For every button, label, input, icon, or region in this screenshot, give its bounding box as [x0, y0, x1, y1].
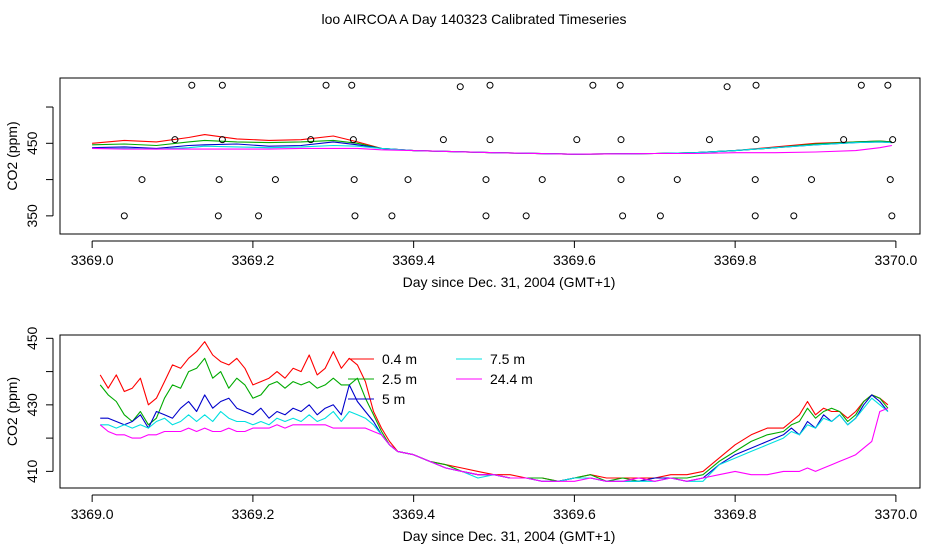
data-point — [673, 176, 681, 184]
data-point — [348, 81, 356, 89]
data-point — [619, 212, 627, 220]
data-point — [573, 136, 581, 144]
data-point — [215, 176, 223, 184]
data-point — [884, 81, 892, 89]
data-point — [752, 81, 760, 89]
data-point — [807, 176, 815, 184]
data-point — [538, 176, 546, 184]
series-line-24-4-m — [99, 407, 889, 482]
y-axis-title: CO2 (ppm) — [4, 377, 20, 446]
data-point — [522, 212, 530, 220]
data-point — [322, 81, 330, 89]
data-point — [255, 212, 263, 220]
y-tick-label: 450 — [24, 326, 40, 350]
x-tick-label: 3369.6 — [553, 506, 596, 522]
data-point — [456, 83, 464, 91]
data-point — [656, 212, 664, 220]
data-point — [723, 83, 731, 91]
data-point — [214, 212, 222, 220]
x-tick-label: 3369.0 — [71, 506, 114, 522]
x-tick-label: 3369.8 — [714, 506, 757, 522]
data-point — [840, 136, 848, 144]
data-point — [705, 136, 713, 144]
x-axis-title: Day since Dec. 31, 2004 (GMT+1) — [403, 274, 616, 290]
data-point — [752, 136, 760, 144]
data-point — [120, 212, 128, 220]
x-tick-label: 3369.6 — [553, 252, 596, 268]
legend-label: 0.4 m — [382, 351, 417, 367]
legend-label: 7.5 m — [490, 351, 525, 367]
x-tick-label: 3369.2 — [231, 252, 274, 268]
data-point — [218, 136, 226, 144]
data-point — [482, 212, 490, 220]
series-line-4 — [92, 144, 892, 155]
data-point — [218, 81, 226, 89]
data-point — [617, 136, 625, 144]
legend-label: 2.5 m — [382, 371, 417, 387]
data-point — [138, 176, 146, 184]
x-tick-label: 3369.4 — [392, 252, 435, 268]
data-point — [171, 136, 179, 144]
data-point — [482, 176, 490, 184]
data-point — [888, 212, 896, 220]
data-point — [188, 81, 196, 89]
y-tick-label: 430 — [24, 393, 40, 417]
data-point — [388, 212, 396, 220]
data-point — [349, 136, 357, 144]
data-point — [486, 136, 494, 144]
x-tick-label: 3370.0 — [874, 506, 917, 522]
data-point — [886, 176, 894, 184]
data-point — [350, 176, 358, 184]
legend-label: 24.4 m — [490, 371, 533, 387]
x-tick-label: 3369.8 — [714, 252, 757, 268]
y-tick-label: 410 — [24, 459, 40, 483]
data-point — [307, 136, 315, 144]
y-tick-label: 350 — [24, 204, 40, 228]
data-point — [486, 81, 494, 89]
data-point — [351, 212, 359, 220]
bottom-chart: 3369.0 3369.2 3369.4 3369.6 3369.8 3370.0 Day … — [4, 326, 921, 544]
data-point — [751, 212, 759, 220]
y-axis-title: CO2 (ppm) — [4, 121, 20, 190]
data-point — [616, 81, 624, 89]
data-point — [271, 176, 279, 184]
x-tick-label: 3369.4 — [392, 506, 435, 522]
x-tick-label: 3370.0 — [874, 252, 917, 268]
data-point — [751, 176, 759, 184]
legend-label: 5 m — [382, 391, 405, 407]
data-point — [439, 136, 447, 144]
top-chart: 3369.0 3369.2 3369.4 3369.6 3369.8 3370.0 Day … — [4, 77, 921, 290]
x-tick-label: 3369.2 — [231, 506, 274, 522]
data-point — [790, 212, 798, 220]
data-point — [889, 136, 897, 144]
plot-frame — [59, 334, 921, 489]
x-axis-title: Day since Dec. 31, 2004 (GMT+1) — [403, 528, 616, 544]
data-point — [404, 176, 412, 184]
series-line-3 — [92, 141, 892, 155]
figure-title: loo AIRCOA A Day 140323 Calibrated Times… — [321, 11, 626, 27]
data-point — [589, 81, 597, 89]
x-tick-label: 3369.0 — [71, 252, 114, 268]
data-point — [617, 176, 625, 184]
y-tick-label: 450 — [24, 131, 40, 155]
data-point — [857, 81, 865, 89]
plot-frame — [59, 77, 921, 235]
